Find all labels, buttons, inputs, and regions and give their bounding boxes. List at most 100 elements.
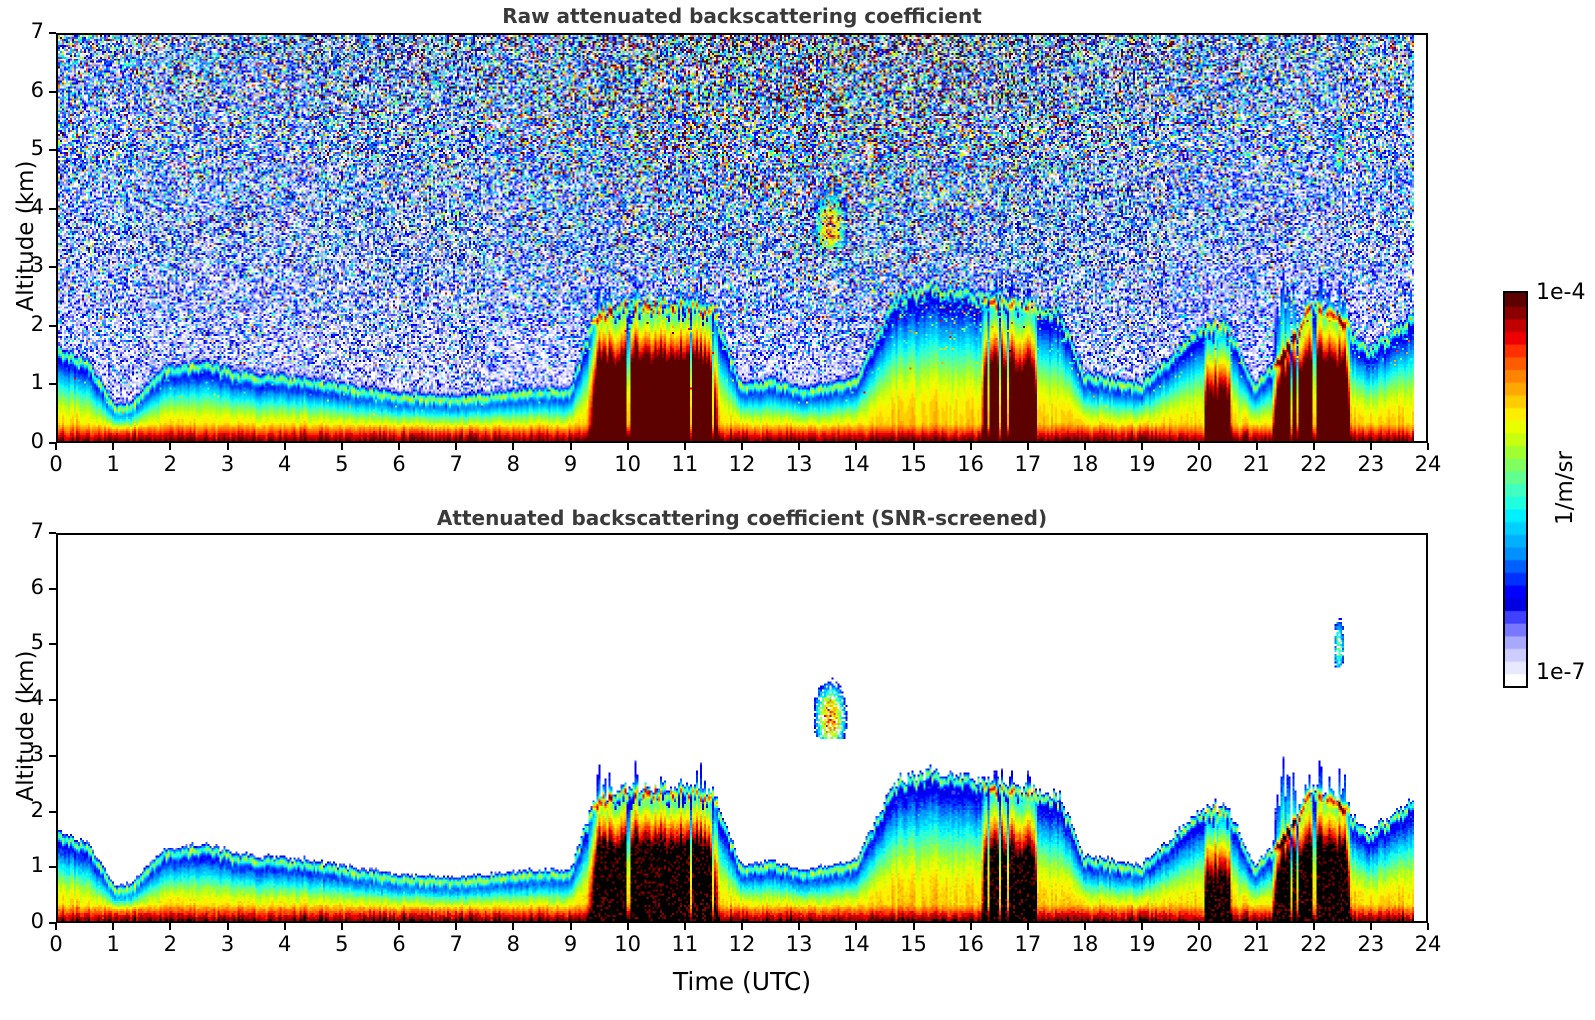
y-tick-label: 4 [30, 686, 44, 711]
x-tick [626, 443, 629, 450]
colorbar-min-label: 1e-7 [1536, 660, 1586, 685]
x-tick [1141, 923, 1144, 930]
x-tick [169, 443, 172, 450]
top-panel-ylabel: Altitude (km) [13, 160, 39, 312]
x-tick [1427, 923, 1429, 930]
x-tick [455, 923, 458, 930]
x-tick-label: 6 [392, 452, 406, 476]
x-tick [1255, 443, 1258, 450]
y-tick [49, 922, 56, 924]
top-panel-title: Raw attenuated backscattering coefficien… [502, 4, 982, 28]
x-tick [112, 443, 115, 450]
x-tick-label: 22 [1300, 452, 1328, 476]
x-tick-label: 8 [506, 932, 521, 956]
x-tick-label: 24 [1414, 932, 1442, 956]
x-tick-label: 15 [900, 452, 927, 476]
x-tick-label: 23 [1357, 932, 1385, 956]
x-tick-label: 12 [728, 452, 756, 476]
x-tick-label: 2 [163, 452, 178, 476]
bottom-panel-plot-area[interactable] [56, 533, 1428, 923]
x-tick-label: 14 [842, 452, 870, 476]
y-tick [49, 699, 56, 702]
y-tick-label: 1 [30, 853, 44, 878]
x-tick [912, 923, 915, 930]
x-tick-label: 14 [842, 932, 870, 956]
x-tick-label: 24 [1414, 452, 1442, 476]
y-tick-label: 0 [30, 429, 44, 453]
x-tick [798, 923, 801, 930]
x-tick [1026, 923, 1029, 930]
x-tick [1369, 923, 1372, 930]
x-tick [969, 923, 972, 930]
x-tick [55, 923, 57, 930]
x-tick-label: 19 [1128, 932, 1156, 956]
y-tick-label: 2 [30, 311, 44, 336]
x-tick-label: 21 [1243, 932, 1270, 956]
x-tick [512, 923, 515, 930]
x-tick-label: 10 [614, 452, 642, 476]
x-tick-label: 3 [220, 932, 235, 956]
y-tick [49, 810, 56, 813]
x-tick-label: 7 [449, 932, 463, 956]
bottom-panel-ylabel: Altitude (km) [13, 650, 39, 802]
x-tick-label: 1 [106, 452, 120, 476]
x-tick-label: 12 [728, 932, 756, 956]
x-tick [112, 923, 115, 930]
x-tick-label: 18 [1071, 452, 1099, 476]
x-tick [1312, 443, 1315, 450]
x-tick-label: 7 [449, 452, 463, 476]
x-tick [226, 923, 229, 930]
y-tick-label: 0 [30, 909, 44, 933]
x-tick [798, 443, 801, 450]
y-tick-label: 3 [30, 253, 44, 278]
y-tick [49, 324, 56, 327]
x-tick-label: 20 [1185, 452, 1213, 476]
x-tick [569, 443, 572, 450]
x-tick-label: 3 [220, 452, 235, 476]
colorbar-unit-label: 1/m/sr [1552, 451, 1578, 525]
x-tick [855, 923, 858, 930]
x-tick-label: 13 [785, 452, 813, 476]
top-panel-plot-area[interactable] [56, 33, 1428, 443]
x-tick [169, 923, 172, 930]
y-tick [49, 266, 56, 269]
x-tick-label: 5 [335, 932, 349, 956]
x-tick [855, 443, 858, 450]
x-tick-label: 20 [1185, 932, 1213, 956]
colorbar-max-label: 1e-4 [1536, 280, 1586, 305]
x-tick [741, 923, 743, 930]
x-tick-label: 10 [614, 932, 642, 956]
x-tick-label: 13 [785, 932, 813, 956]
x-tick [398, 443, 400, 450]
x-tick-label: 11 [671, 452, 699, 476]
x-tick-label: 11 [671, 932, 699, 956]
x-tick-label: 15 [900, 932, 927, 956]
x-tick-label: 9 [563, 452, 578, 476]
y-tick-label: 7 [30, 19, 44, 43]
x-tick [912, 443, 915, 450]
colorbar[interactable] [1503, 291, 1528, 688]
x-tick [1312, 923, 1315, 930]
y-tick [49, 866, 56, 869]
y-tick-label: 4 [30, 194, 44, 219]
x-tick-label: 5 [335, 452, 349, 476]
x-tick-label: 1 [106, 932, 120, 956]
x-tick [569, 923, 572, 930]
x-tick [455, 443, 458, 450]
y-tick [49, 32, 56, 34]
y-tick [49, 90, 56, 93]
bottom-panel-xlabel: Time (UTC) [672, 967, 812, 996]
x-tick-label: 16 [957, 452, 985, 476]
y-tick [49, 587, 56, 590]
y-tick-label: 5 [30, 630, 44, 655]
x-tick [683, 923, 686, 930]
x-tick-label: 2 [163, 932, 178, 956]
y-tick [49, 149, 56, 152]
x-tick-label: 9 [563, 932, 578, 956]
x-tick [1141, 443, 1144, 450]
x-tick [283, 923, 286, 930]
y-tick [49, 754, 56, 757]
x-tick [512, 443, 515, 450]
x-tick-label: 4 [277, 932, 292, 956]
